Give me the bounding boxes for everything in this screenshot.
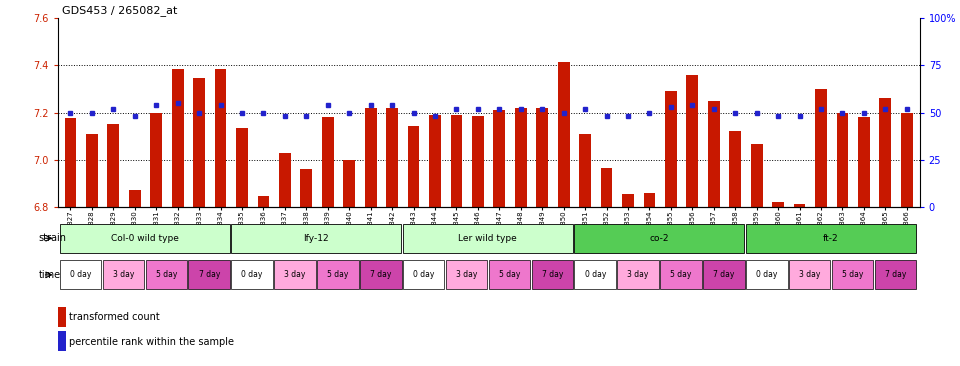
Text: ft-2: ft-2	[823, 234, 839, 243]
Bar	[275, 260, 316, 290]
Bar	[129, 190, 141, 207]
Bar	[686, 75, 698, 207]
Text: 7 day: 7 day	[199, 270, 220, 279]
Bar	[60, 224, 229, 253]
Bar	[789, 260, 830, 290]
Text: 0 day: 0 day	[585, 270, 606, 279]
Text: 0 day: 0 day	[241, 270, 263, 279]
Bar	[794, 205, 805, 207]
Bar	[558, 62, 569, 207]
Bar	[815, 89, 827, 207]
Text: percentile rank within the sample: percentile rank within the sample	[69, 337, 234, 347]
Text: time: time	[38, 270, 60, 280]
Bar	[836, 113, 849, 207]
Bar	[489, 260, 530, 290]
Text: 3 day: 3 day	[456, 270, 477, 279]
Text: strain: strain	[38, 233, 66, 243]
Bar	[429, 115, 441, 207]
Bar	[386, 108, 398, 207]
Bar	[59, 307, 65, 327]
Text: 0 day: 0 day	[70, 270, 91, 279]
Bar	[64, 119, 77, 207]
Text: co-2: co-2	[650, 234, 669, 243]
Bar	[617, 260, 659, 290]
Bar	[86, 134, 98, 207]
Text: 5 day: 5 day	[156, 270, 177, 279]
Bar	[858, 117, 870, 207]
Bar	[472, 116, 484, 207]
Bar	[515, 108, 527, 207]
Text: 3 day: 3 day	[284, 270, 305, 279]
Text: GDS453 / 265082_at: GDS453 / 265082_at	[62, 5, 178, 16]
Bar	[450, 115, 463, 207]
Bar	[660, 260, 702, 290]
Bar	[403, 260, 444, 290]
Text: lfy-12: lfy-12	[303, 234, 329, 243]
Bar	[236, 128, 248, 207]
Bar	[879, 98, 891, 207]
Text: 0 day: 0 day	[756, 270, 778, 279]
Bar	[643, 193, 656, 207]
Text: 5 day: 5 day	[327, 270, 348, 279]
Bar	[360, 260, 401, 290]
Bar	[172, 69, 183, 207]
Text: 7 day: 7 day	[885, 270, 906, 279]
Bar	[408, 126, 420, 207]
Bar	[665, 92, 677, 207]
Bar	[231, 224, 401, 253]
Bar	[60, 260, 102, 290]
Bar	[300, 169, 312, 207]
Text: transformed count: transformed count	[69, 312, 160, 322]
Bar	[445, 260, 488, 290]
Bar	[622, 194, 634, 207]
Text: 5 day: 5 day	[499, 270, 520, 279]
Text: 7 day: 7 day	[371, 270, 392, 279]
Bar	[532, 260, 573, 290]
Bar	[279, 153, 291, 207]
Bar	[900, 113, 913, 207]
Bar	[188, 260, 230, 290]
Bar	[103, 260, 144, 290]
Bar	[193, 78, 205, 207]
Bar	[146, 260, 187, 290]
Bar	[703, 260, 745, 290]
Bar	[831, 260, 874, 290]
Bar	[574, 260, 616, 290]
Bar	[493, 110, 505, 207]
Bar	[59, 332, 65, 351]
Bar	[772, 202, 784, 207]
Text: Col-0 wild type: Col-0 wild type	[110, 234, 179, 243]
Bar	[574, 224, 744, 253]
Text: 7 day: 7 day	[713, 270, 734, 279]
Bar	[746, 260, 787, 290]
Text: 5 day: 5 day	[842, 270, 863, 279]
Bar	[875, 260, 916, 290]
Bar	[344, 160, 355, 207]
Text: 0 day: 0 day	[413, 270, 434, 279]
Text: 3 day: 3 day	[799, 270, 821, 279]
Bar	[730, 131, 741, 207]
Text: 7 day: 7 day	[541, 270, 563, 279]
Bar	[537, 108, 548, 207]
Text: 3 day: 3 day	[628, 270, 649, 279]
Bar	[403, 224, 573, 253]
Bar	[215, 69, 227, 207]
Bar	[365, 108, 376, 207]
Bar	[151, 113, 162, 207]
Bar	[231, 260, 273, 290]
Bar	[108, 124, 119, 207]
Bar	[579, 134, 591, 207]
Bar	[317, 260, 359, 290]
Text: Ler wild type: Ler wild type	[459, 234, 517, 243]
Bar	[746, 224, 916, 253]
Text: 3 day: 3 day	[112, 270, 134, 279]
Text: 5 day: 5 day	[670, 270, 692, 279]
Bar	[601, 168, 612, 207]
Bar	[708, 101, 720, 207]
Bar	[322, 117, 334, 207]
Bar	[751, 144, 762, 207]
Bar	[257, 196, 270, 207]
